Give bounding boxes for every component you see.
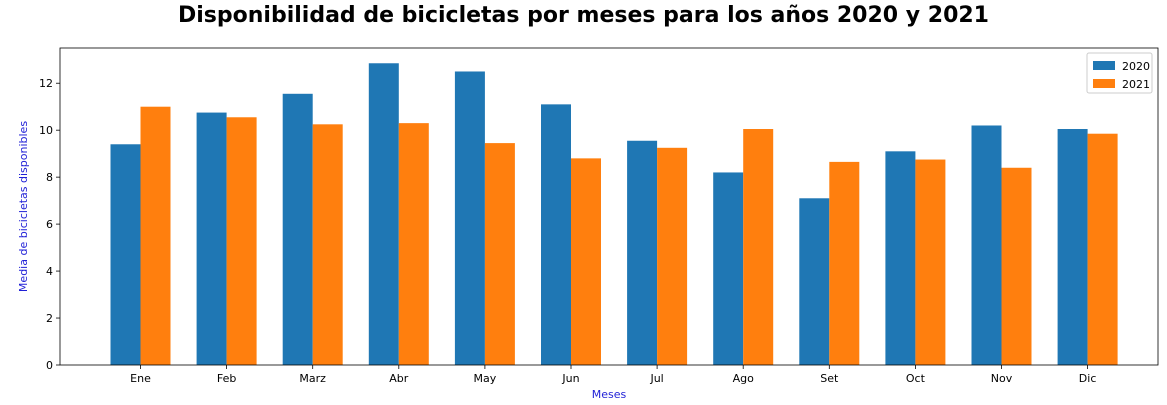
y-tick-label: 10	[39, 124, 53, 137]
y-tick-label: 6	[46, 218, 53, 231]
legend-label-2021: 2021	[1122, 78, 1150, 91]
x-tick-label: Abr	[389, 372, 409, 385]
chart-title: Disponibilidad de bicicletas por meses p…	[178, 3, 989, 28]
x-tick-label: Nov	[991, 372, 1013, 385]
bar-2020-Dic	[1057, 129, 1088, 365]
bar-2020-Jul	[627, 140, 658, 365]
bar-2020-Abr	[368, 63, 399, 365]
bar-2021-Feb	[226, 117, 257, 365]
bar-2021-Nov	[1001, 167, 1032, 365]
bar-2021-Abr	[398, 123, 429, 365]
bar-2021-Jun	[571, 158, 601, 365]
y-axis-ticks: 0 2 4 6 8 10 12	[39, 77, 60, 372]
bar-2021-Jul	[657, 147, 688, 365]
legend-swatch-2021	[1093, 79, 1115, 88]
x-tick-label: Feb	[217, 372, 236, 385]
bar-2020-Ene	[110, 144, 141, 365]
bar-2020-Set	[799, 198, 830, 365]
bar-2020-May	[454, 71, 485, 366]
bar-2020-Marz	[282, 93, 313, 366]
y-tick-label: 2	[46, 312, 53, 325]
x-tick-label: Jul	[649, 372, 663, 385]
x-tick-label: Set	[820, 372, 839, 385]
bar-2021-Ene	[140, 106, 171, 365]
x-tick-label: Ene	[130, 372, 151, 385]
x-tick-label: Dic	[1079, 372, 1097, 385]
x-tick-label: Jun	[561, 372, 579, 385]
bar-2020-Feb	[196, 112, 227, 366]
legend-label-2020: 2020	[1122, 60, 1150, 73]
bar-2021-Ago	[743, 129, 774, 365]
bar-2021-Marz	[312, 124, 343, 365]
bar-2021-Oct	[915, 159, 946, 365]
y-tick-label: 0	[46, 359, 53, 372]
bar-2021-Dic	[1087, 133, 1118, 365]
bars-group	[110, 63, 1118, 366]
x-tick-label: Oct	[906, 372, 926, 385]
x-tick-label: Marz	[299, 372, 326, 385]
x-axis-ticks: Ene Feb Marz Abr May Jun Jul Ago Set Oct Nov Dic	[130, 365, 1096, 385]
bar-2021-Set	[829, 161, 860, 365]
x-tick-label: May	[474, 372, 497, 385]
y-tick-label: 4	[46, 265, 53, 278]
y-tick-label: 8	[46, 171, 53, 184]
bar-2020-Jun	[541, 104, 571, 365]
y-tick-label: 12	[39, 77, 53, 90]
y-axis-label: Media de bicicletas disponibles	[17, 121, 30, 292]
bar-2020-Nov	[971, 125, 1002, 365]
bar-2020-Oct	[885, 151, 916, 365]
bar-2020-Ago	[713, 172, 744, 365]
x-axis-label: Meses	[592, 388, 627, 401]
legend-swatch-2020	[1093, 61, 1115, 70]
x-tick-label: Ago	[733, 372, 755, 385]
bar-2021-May	[484, 143, 515, 365]
plot-frame	[59, 47, 1159, 366]
legend: 2020 2021	[1086, 52, 1153, 94]
